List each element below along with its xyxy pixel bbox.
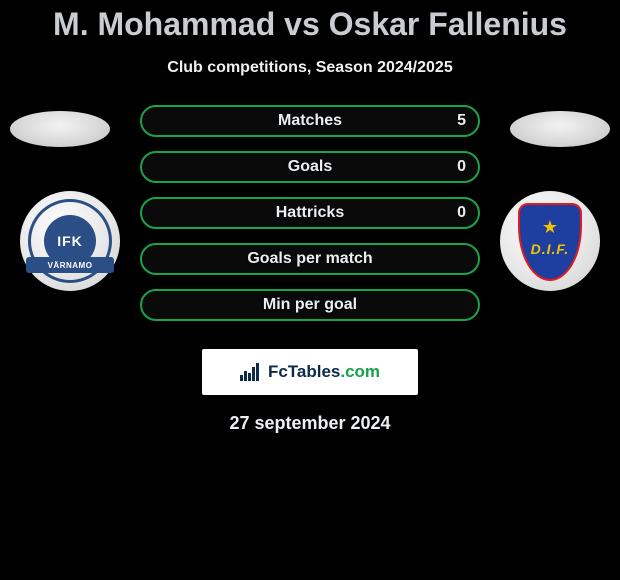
stat-bar: Goals0 <box>140 151 480 183</box>
brand-badge: FcTables.com <box>202 349 418 395</box>
stat-bar-value-right: 0 <box>457 199 466 227</box>
stat-bar-value-right: 5 <box>457 107 466 135</box>
brand-barchart-icon <box>240 363 262 381</box>
club-crest-left: IFK VÄRNAMO <box>20 191 120 291</box>
stat-bar: Min per goal <box>140 289 480 321</box>
stat-bar-value-right: 0 <box>457 153 466 181</box>
stat-bars: Matches5Goals0Hattricks0Goals per matchM… <box>140 105 480 335</box>
brand-name: FcTables <box>268 362 340 381</box>
comparison-stage: IFK VÄRNAMO ★ D.I.F. Matches5Goals0Hattr… <box>0 105 620 335</box>
stat-bar: Hattricks0 <box>140 197 480 229</box>
stat-bar: Matches5 <box>140 105 480 137</box>
crest-right-star-icon: ★ <box>542 217 558 238</box>
crest-left-banner: VÄRNAMO <box>26 257 114 273</box>
brand-text: FcTables.com <box>268 362 380 382</box>
player-photo-right <box>510 111 610 147</box>
date-stamp: 27 september 2024 <box>0 413 620 434</box>
club-crest-right: ★ D.I.F. <box>500 191 600 291</box>
brand-domain: .com <box>340 362 380 381</box>
stat-bar-label: Hattricks <box>142 199 478 227</box>
page-title: M. Mohammad vs Oskar Fallenius <box>0 0 620 43</box>
stat-bar-label: Matches <box>142 107 478 135</box>
stat-bar-label: Goals per match <box>142 245 478 273</box>
page-subtitle: Club competitions, Season 2024/2025 <box>0 59 620 77</box>
stat-bar-label: Min per goal <box>142 291 478 319</box>
stat-bar: Goals per match <box>140 243 480 275</box>
stat-bar-label: Goals <box>142 153 478 181</box>
player-photo-left <box>10 111 110 147</box>
crest-right-monogram: D.I.F. <box>520 241 580 257</box>
